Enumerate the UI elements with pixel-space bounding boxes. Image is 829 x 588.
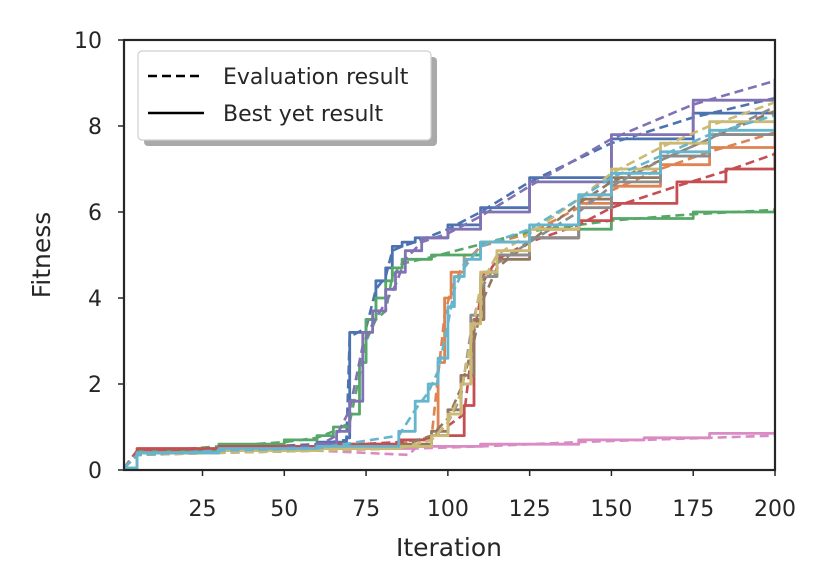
y-tick-label: 2	[88, 373, 102, 398]
legend: Evaluation result Best yet result	[137, 50, 437, 146]
legend-box	[137, 50, 432, 141]
x-tick-label: 150	[590, 497, 632, 522]
y-tick-label: 0	[88, 459, 102, 484]
plot-frame	[122, 38, 777, 472]
run-red-evaluation-line	[124, 152, 775, 469]
x-tick-label: 200	[754, 497, 796, 522]
x-tick-label: 100	[427, 497, 469, 522]
x-tick-label: 125	[509, 497, 551, 522]
series-group	[124, 78, 775, 470]
x-axis-title: Iteration	[396, 533, 502, 562]
y-tick-label: 4	[88, 287, 102, 312]
run-cyan-best-line	[124, 113, 775, 470]
run-blue-evaluation-line	[124, 96, 775, 469]
x-tick-label: 75	[352, 497, 380, 522]
legend-label-best: Best yet result	[223, 102, 383, 127]
legend-label-evaluation: Evaluation result	[223, 65, 409, 90]
y-tick-label: 6	[88, 201, 102, 226]
y-tick-label: 10	[74, 29, 102, 54]
run-gray-evaluation-line	[124, 105, 775, 469]
x-tick-label: 50	[270, 497, 298, 522]
x-tick-label: 25	[189, 497, 217, 522]
x-tick-label: 175	[672, 497, 714, 522]
axis-ticks: 25 50 75 100 125 150 175 200 0 2 4 6 8 10	[74, 29, 796, 522]
y-tick-label: 8	[88, 115, 102, 140]
y-axis-title: Fitness	[27, 212, 56, 299]
